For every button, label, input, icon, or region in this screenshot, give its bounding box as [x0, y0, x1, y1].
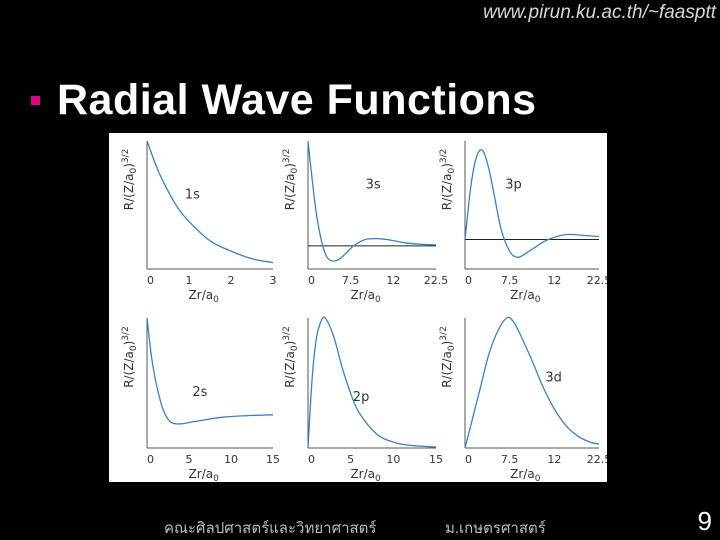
orbital-label: 3s: [366, 177, 381, 192]
x-tick-label: 0: [308, 453, 315, 466]
x-tick-label: 2: [228, 274, 235, 287]
x-tick-label: 22.5: [424, 274, 449, 287]
x-tick-label: 0: [465, 453, 472, 466]
orbital-label: 2p: [353, 390, 370, 405]
source-url: www.pirun.ku.ac.th/~faasptt: [483, 2, 716, 23]
x-tick-label: 0: [465, 274, 472, 287]
y-axis-label: R/(Z/a0)3/2: [439, 149, 457, 211]
panel-2p: 2p 0 5 10 15 Zr/a0 R/(Z/a0)3/2: [282, 316, 443, 482]
orbital-label: 3p: [505, 177, 522, 192]
x-axis-label: Zr/a0: [350, 288, 381, 305]
x-tick-label: 12: [547, 274, 561, 287]
radial-wave-function-figure: 1s 0 1 2 3 Zr/a0 R/(Z/a0)3/2 3s 0 7.5 12 22.5 Zr/a0 R…: [109, 133, 607, 482]
panel-2s: 2s 0 5 10 15 Zr/a0 R/(Z/a0)3/2: [121, 317, 280, 482]
panel-3p: 3p 0 7.5 12 22.5 Zr/a0 R/(Z/a0)3/2: [439, 141, 607, 305]
footer-university: ม.เกษตรศาสตร์: [445, 520, 546, 537]
curve-3s: [307, 140, 437, 262]
x-axis-label: Zr/a0: [350, 467, 381, 482]
curve-2s: [146, 317, 274, 425]
x-axis-label: Zr/a0: [189, 288, 220, 305]
panel-3s: 3s 0 7.5 12 22.5 Zr/a0 R/(Z/a0)3/2: [282, 140, 449, 305]
y-axis-label: R/(Z/a0)3/2: [282, 149, 300, 211]
curve-3p: [464, 149, 600, 258]
slide-title: Radial Wave Functions: [57, 76, 537, 124]
curve-1s: [146, 140, 274, 264]
x-tick-label: 15: [266, 453, 280, 466]
x-tick-label: 12: [547, 453, 561, 466]
x-tick-label: 0: [147, 274, 154, 287]
x-tick-label: 22.5: [587, 453, 607, 466]
curve-3d: [464, 316, 600, 449]
y-axis-label: R/(Z/a0)3/2: [439, 326, 457, 388]
x-tick-label: 5: [347, 453, 354, 466]
x-tick-label: 22.5: [587, 274, 607, 287]
x-axis-label: Zr/a0: [510, 467, 541, 482]
y-axis-label: R/(Z/a0)3/2: [121, 326, 139, 388]
x-tick-label: 10: [386, 453, 400, 466]
orbital-label: 3d: [545, 371, 562, 386]
x-tick-label: 10: [224, 453, 238, 466]
orbital-label: 2s: [192, 385, 207, 400]
orbital-label: 1s: [185, 188, 200, 203]
x-tick-label: 5: [186, 453, 193, 466]
bullet-marker: [31, 96, 40, 105]
x-tick-label: 15: [429, 453, 443, 466]
x-tick-label: 3: [270, 274, 277, 287]
x-tick-label: 0: [308, 274, 315, 287]
x-axis-label: Zr/a0: [510, 288, 541, 305]
x-tick-label: 12: [386, 274, 400, 287]
page-number: 9: [697, 506, 712, 536]
x-tick-label: 7.5: [501, 453, 518, 466]
x-tick-label: 1: [186, 274, 193, 287]
panel-3d: 3d 0 7.5 12 22.5 Zr/a0 R/(Z/a0)3/2: [439, 316, 607, 482]
x-tick-label: 7.5: [501, 274, 518, 287]
y-axis-label: R/(Z/a0)3/2: [121, 149, 139, 211]
footer-faculty: คณะศิลปศาสตร์และวิทยาศาสตร์: [164, 520, 377, 537]
x-tick-label: 7.5: [342, 274, 360, 287]
x-axis-label: Zr/a0: [189, 467, 220, 482]
y-axis-label: R/(Z/a0)3/2: [282, 326, 300, 388]
curve-2p: [307, 316, 437, 449]
x-tick-label: 0: [147, 453, 154, 466]
panel-1s: 1s 0 1 2 3 Zr/a0 R/(Z/a0)3/2: [121, 140, 277, 305]
